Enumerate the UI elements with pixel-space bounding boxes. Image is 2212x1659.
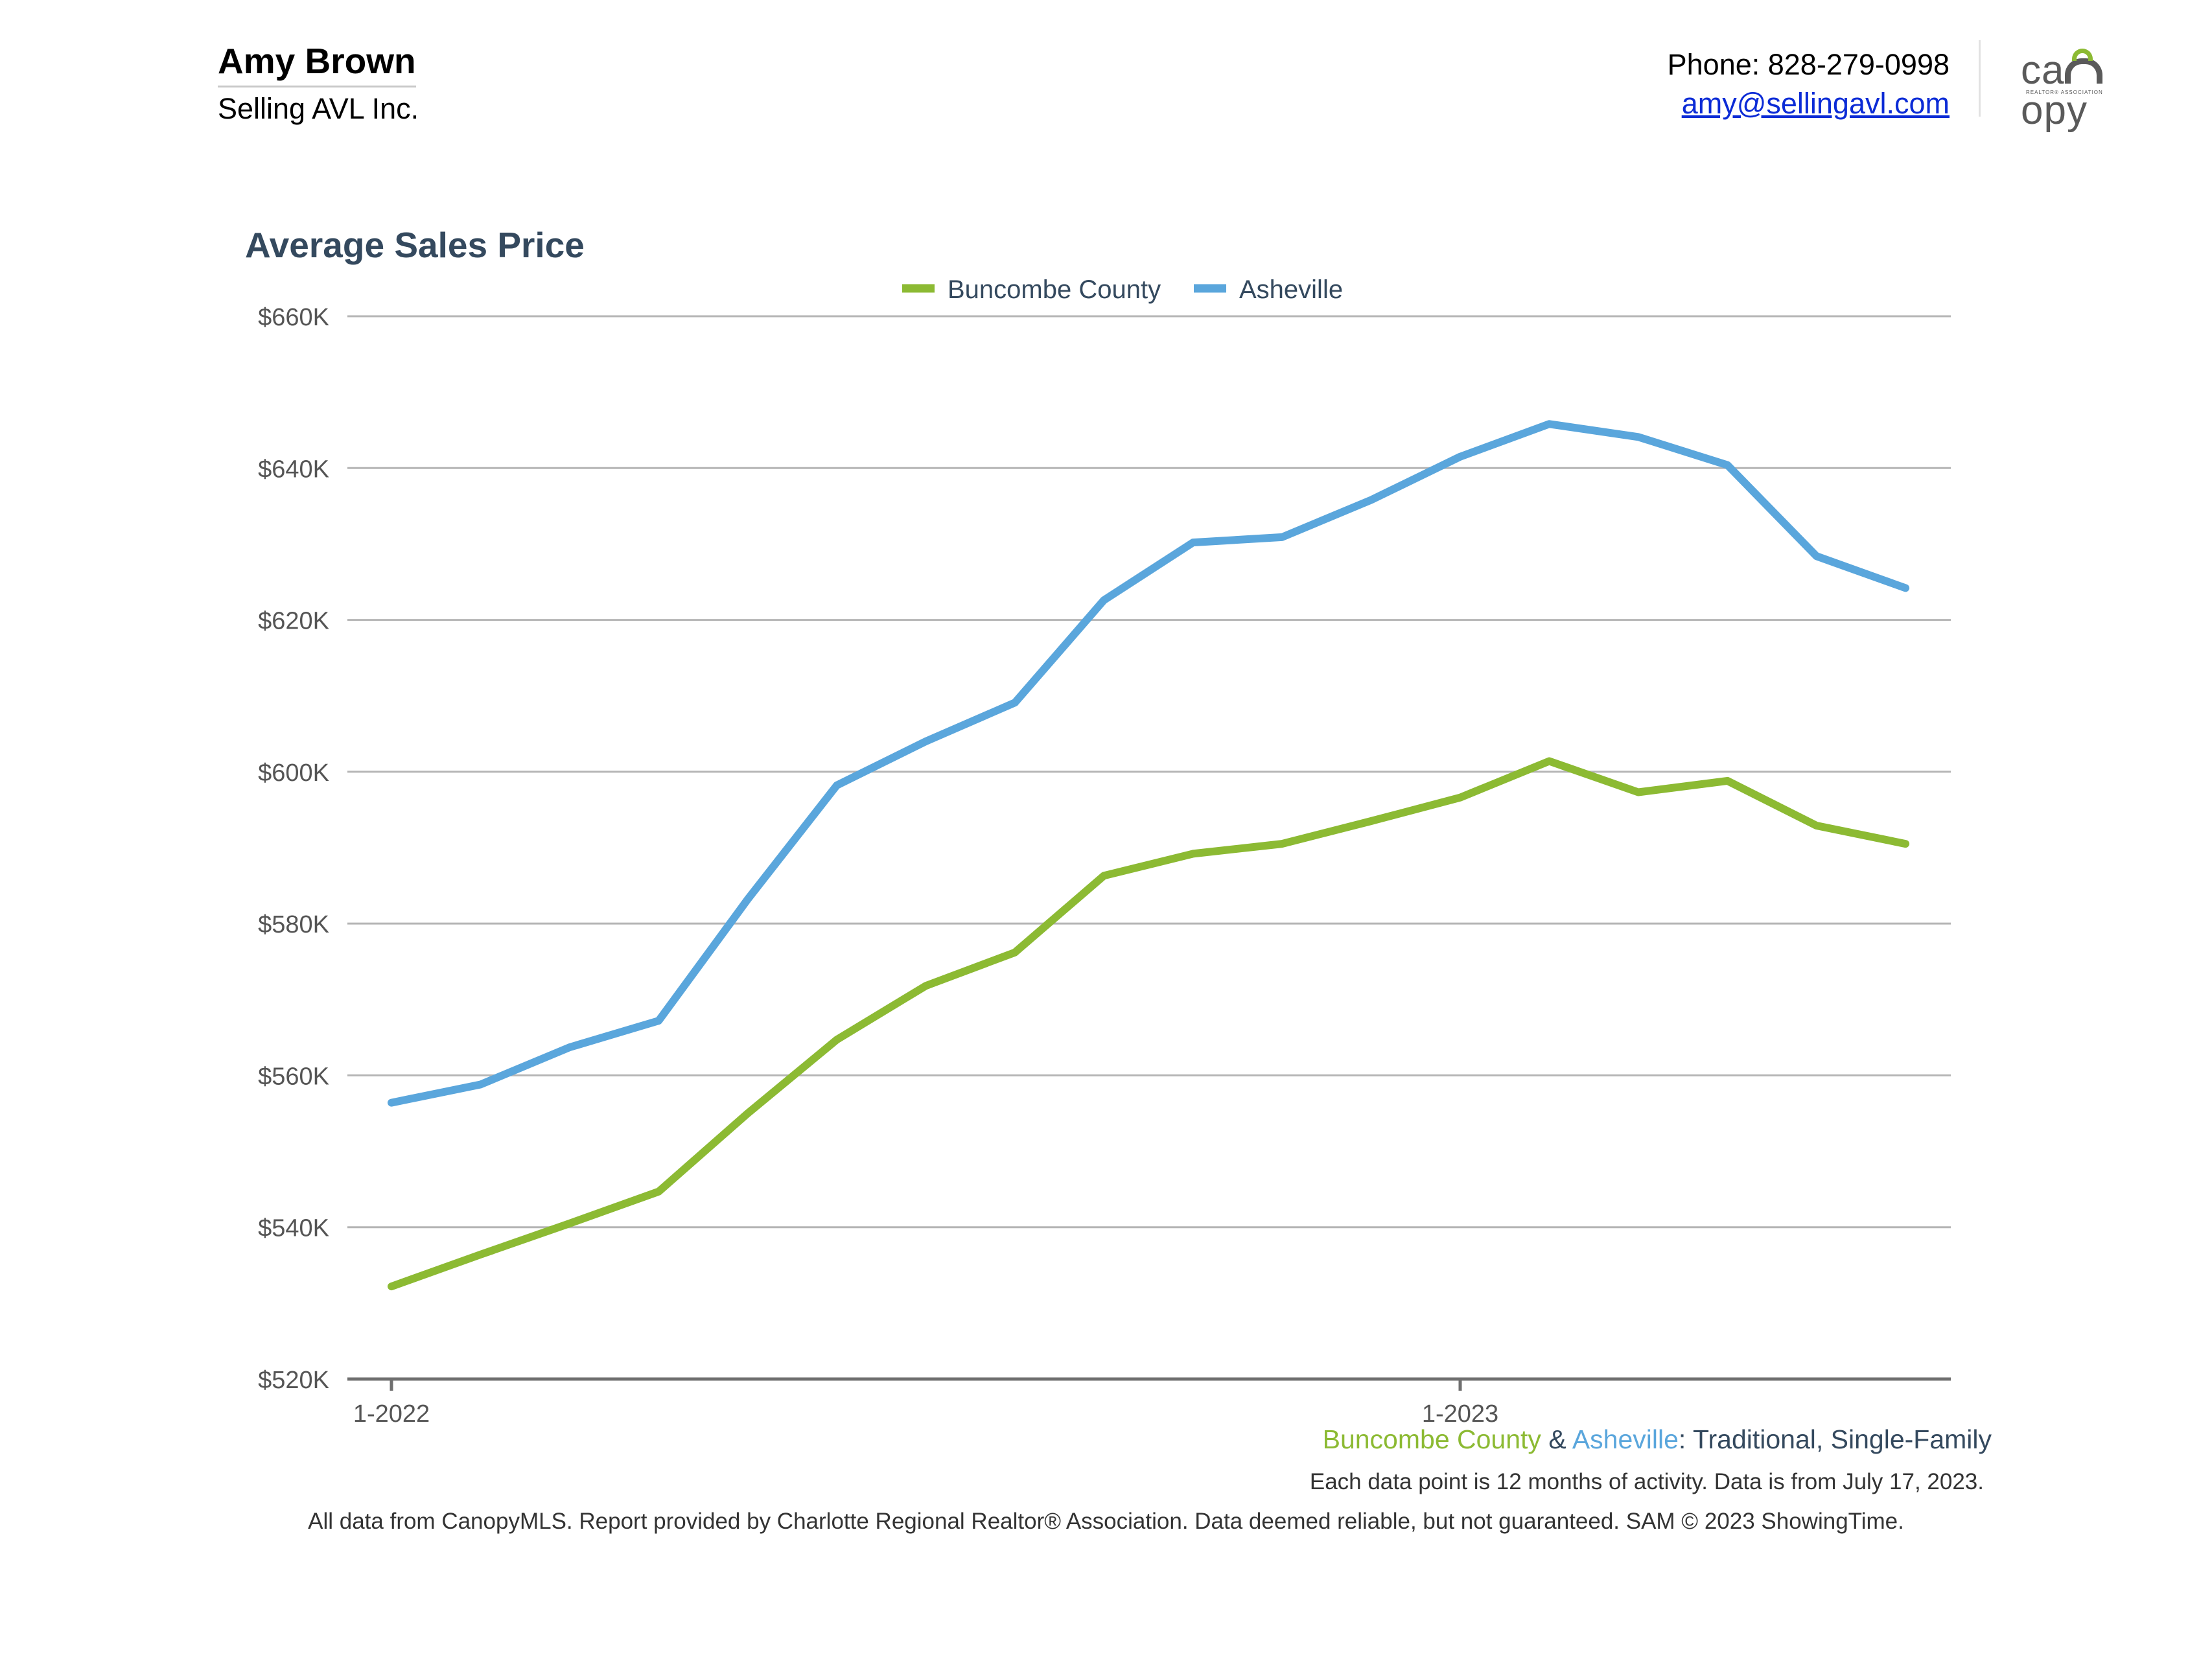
y-tick-label: $600K — [258, 760, 329, 787]
canopy-logo-wordmark: caopy — [2021, 49, 2170, 131]
phone-number: Phone: 828-279-0998 — [1667, 48, 1950, 81]
footer-disclaimer: All data from CanopyMLS. Report provided… — [308, 1509, 1904, 1534]
y-tick-label: $620K — [258, 608, 329, 635]
subtitle-amp: & — [1548, 1424, 1566, 1454]
subtitle-buncombe: Buncombe County — [1322, 1424, 1541, 1454]
legend-label: Buncombe County — [948, 275, 1161, 304]
y-tick-label: $560K — [258, 1063, 329, 1090]
chart-title: Average Sales Price — [245, 225, 585, 265]
agent-name: Amy Brown — [218, 40, 416, 87]
subtitle-filters: : Traditional, Single-Family — [1678, 1424, 1992, 1454]
agent-company: Selling AVL Inc. — [218, 92, 419, 125]
y-tick-label: $540K — [258, 1215, 329, 1242]
subtitle-asheville: Asheville — [1572, 1424, 1679, 1454]
contact-block: Phone: 828-279-0998 amy@sellingavl.com — [1668, 45, 1950, 123]
canopy-logo: caopy REALTOR® ASSOCIATION — [2021, 49, 2170, 131]
series-line-asheville — [388, 420, 1910, 1107]
y-tick-label: $580K — [258, 911, 329, 938]
series-line-buncombe-county — [388, 757, 1910, 1291]
data-note: Each data point is 12 months of activity… — [1309, 1469, 1984, 1494]
x-tick-label: 1-2023 — [1422, 1400, 1498, 1428]
chart-subtitle: Buncombe County & Asheville: Traditional… — [1323, 1424, 1992, 1455]
y-tick-label: $520K — [258, 1367, 329, 1394]
y-tick-label: $660K — [258, 304, 329, 331]
x-tick-label: 1-2022 — [353, 1400, 430, 1428]
canopy-logo-tagline: REALTOR® ASSOCIATION — [2026, 89, 2103, 95]
legend-label: Asheville — [1239, 275, 1343, 304]
header-divider — [1979, 40, 1981, 117]
email-link[interactable]: amy@sellingavl.com — [1681, 87, 1950, 120]
y-tick-label: $640K — [258, 456, 329, 483]
